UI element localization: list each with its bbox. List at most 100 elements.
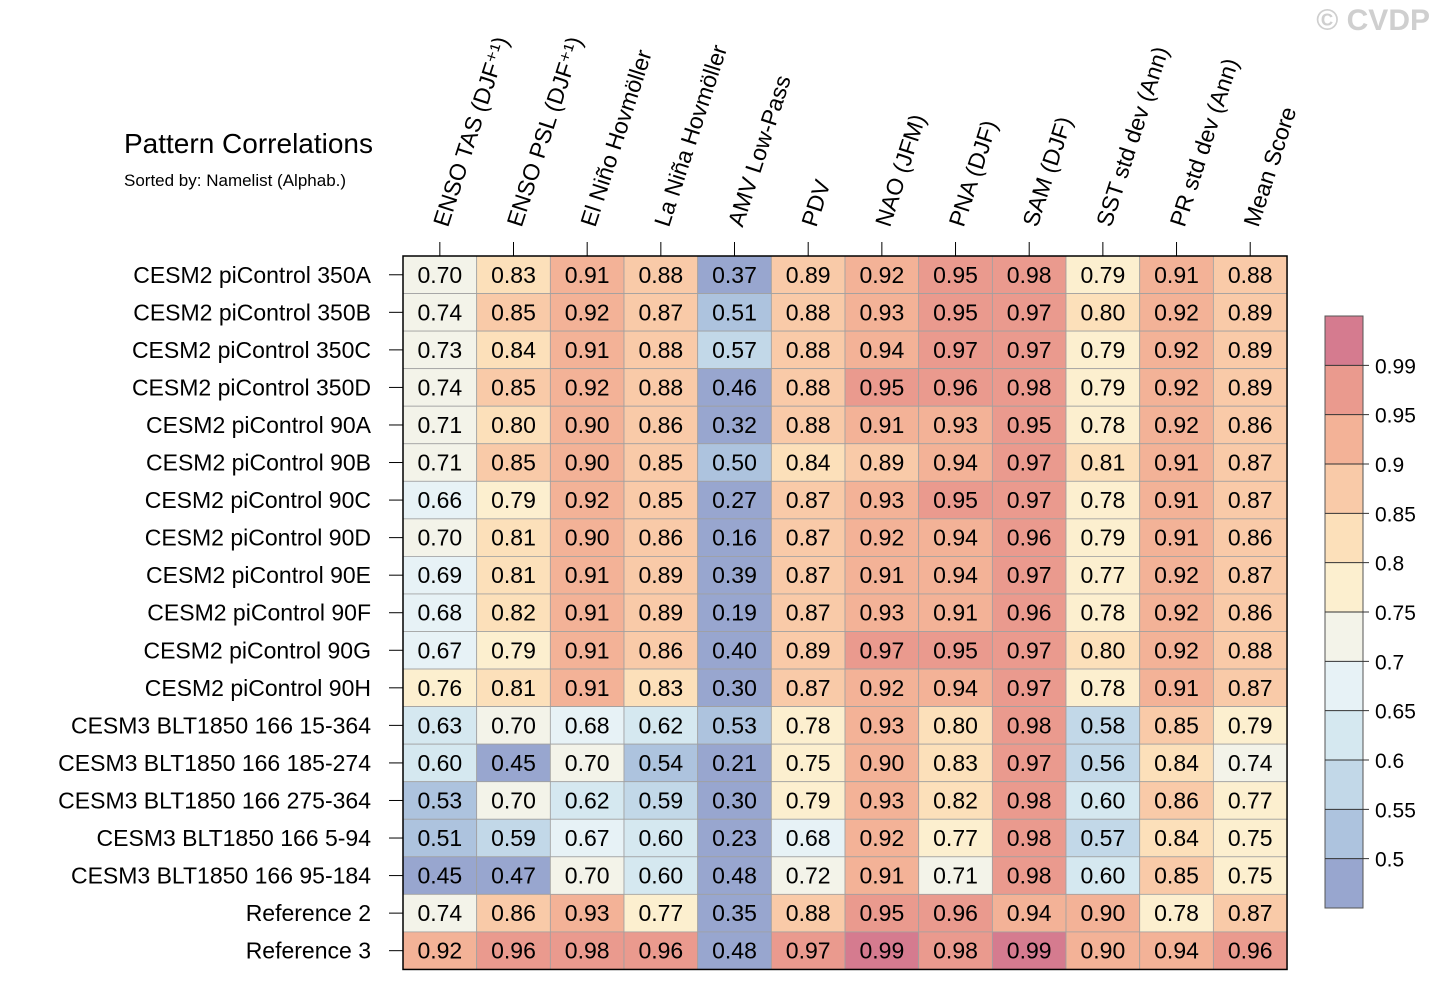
cell-value: 0.91 xyxy=(565,562,610,588)
cell-value: 0.86 xyxy=(1154,787,1199,813)
cell-value: 0.68 xyxy=(786,825,831,851)
heatmap-cell xyxy=(1212,368,1288,407)
heatmap-cell xyxy=(476,743,551,783)
cell-value: 0.84 xyxy=(1154,750,1199,776)
cell-value: 0.90 xyxy=(1080,938,1125,964)
cell-value: 0.85 xyxy=(638,487,683,513)
heatmap-cell xyxy=(402,631,478,670)
watermark: © CVDP xyxy=(1316,4,1430,37)
cell-value: 0.87 xyxy=(638,299,683,325)
heatmap-cell xyxy=(402,443,478,482)
colorbar-label: 0.9 xyxy=(1375,454,1404,477)
heatmap-cell xyxy=(1065,743,1141,783)
cell-value: 0.85 xyxy=(491,450,536,476)
cell-value: 0.70 xyxy=(417,262,462,288)
heatmap-cell xyxy=(1212,818,1288,858)
cell-value: 0.96 xyxy=(933,374,978,400)
heatmap-cell xyxy=(549,368,625,407)
heatmap-cell xyxy=(549,443,625,482)
cell-value: 0.94 xyxy=(933,562,978,588)
heatmap-cell xyxy=(623,518,699,557)
heatmap-cell xyxy=(844,593,920,632)
heatmap-cell xyxy=(476,518,551,557)
cell-value: 0.68 xyxy=(417,600,462,626)
cell-value: 0.89 xyxy=(786,637,831,663)
cell-value: 0.71 xyxy=(417,450,462,476)
heatmap-cell xyxy=(623,293,699,332)
row-label: CESM2 piControl 90A xyxy=(146,412,372,438)
cell-value: 0.81 xyxy=(491,525,536,551)
heatmap-cell xyxy=(1139,856,1214,895)
cell-value: 0.92 xyxy=(1154,374,1199,400)
cell-value: 0.95 xyxy=(933,637,978,663)
cell-value: 0.78 xyxy=(1080,600,1125,626)
chart-subtitle: Sorted by: Namelist (Alphab.) xyxy=(124,171,346,190)
row-label: Reference 3 xyxy=(246,938,371,964)
cell-value: 0.91 xyxy=(859,562,904,588)
heatmap-cell xyxy=(991,443,1067,482)
heatmap-cell xyxy=(770,593,846,632)
heatmap-cell xyxy=(770,706,846,745)
cell-value: 0.57 xyxy=(712,337,757,363)
cell-value: 0.85 xyxy=(491,299,536,325)
cell-value: 0.95 xyxy=(933,487,978,513)
cell-value: 0.75 xyxy=(1228,825,1273,851)
cell-value: 0.98 xyxy=(1007,863,1052,889)
cell-value: 0.91 xyxy=(859,863,904,889)
heatmap-cell xyxy=(844,330,920,370)
heatmap-cell xyxy=(697,706,772,745)
cell-value: 0.87 xyxy=(1228,900,1273,926)
cell-value: 0.45 xyxy=(491,750,536,776)
heatmap-cell xyxy=(697,293,772,332)
heatmap-cell xyxy=(402,405,478,445)
heatmap-cell xyxy=(402,893,478,933)
colorbar-label: 0.55 xyxy=(1375,799,1416,822)
cell-value: 0.79 xyxy=(1080,262,1125,288)
heatmap-cell xyxy=(623,593,699,632)
cell-value: 0.90 xyxy=(565,412,610,438)
heatmap-cell xyxy=(918,743,993,783)
heatmap-cell xyxy=(549,706,625,745)
heatmap-cell xyxy=(1065,706,1141,745)
heatmap-cell xyxy=(770,631,846,670)
cell-value: 0.91 xyxy=(565,337,610,363)
column-label: SST std dev (Ann) xyxy=(1091,43,1174,229)
colorbar-segment xyxy=(1325,809,1363,859)
cell-value: 0.93 xyxy=(859,712,904,738)
heatmap-cell xyxy=(623,368,699,407)
cell-value: 0.69 xyxy=(417,562,462,588)
cell-value: 0.51 xyxy=(417,825,462,851)
cell-value: 0.21 xyxy=(712,750,757,776)
heatmap-cell xyxy=(1139,668,1214,707)
heatmap-cell xyxy=(1212,856,1288,895)
cell-value: 0.87 xyxy=(1228,562,1273,588)
cell-value: 0.94 xyxy=(933,675,978,701)
cell-value: 0.97 xyxy=(1007,675,1052,701)
cell-value: 0.70 xyxy=(565,863,610,889)
heatmap-cell xyxy=(402,931,478,970)
cell-value: 0.79 xyxy=(1080,525,1125,551)
heatmap-cell xyxy=(623,405,699,445)
cell-value: 0.92 xyxy=(1154,600,1199,626)
cell-value: 0.86 xyxy=(638,412,683,438)
cell-value: 0.90 xyxy=(1080,900,1125,926)
cell-value: 0.56 xyxy=(1080,750,1125,776)
heatmap-cell xyxy=(549,668,625,707)
cell-value: 0.92 xyxy=(1154,562,1199,588)
heatmap-cell xyxy=(549,631,625,670)
cell-value: 0.75 xyxy=(1228,863,1273,889)
heatmap-cell xyxy=(402,518,478,557)
cell-value: 0.60 xyxy=(638,863,683,889)
heatmap-cell xyxy=(549,405,625,445)
heatmap-cell xyxy=(918,443,993,482)
cell-value: 0.93 xyxy=(933,412,978,438)
heatmap-cell xyxy=(1139,518,1214,557)
heatmap-cell xyxy=(1065,818,1141,858)
cell-value: 0.63 xyxy=(417,712,462,738)
heatmap-cell xyxy=(770,781,846,820)
column-label: ENSO PSL (DJF⁺¹) xyxy=(502,33,588,229)
cell-value: 0.97 xyxy=(1007,450,1052,476)
heatmap-cell xyxy=(991,556,1067,595)
cell-value: 0.57 xyxy=(1080,825,1125,851)
cell-value: 0.84 xyxy=(491,337,536,363)
